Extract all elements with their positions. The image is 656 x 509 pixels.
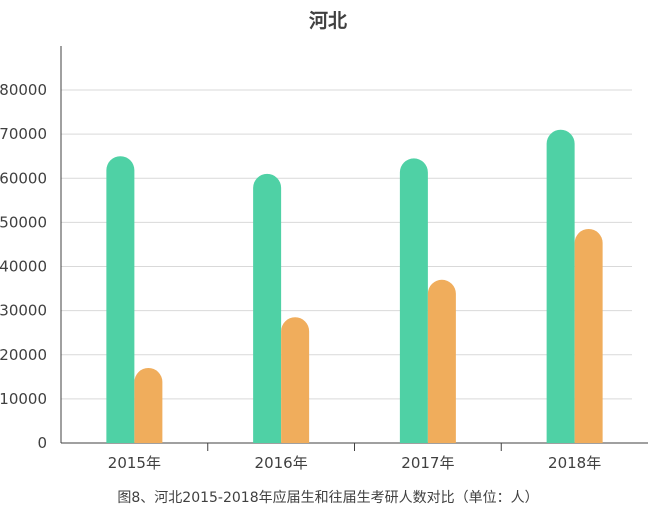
bars [106,129,603,444]
x-tick-label: 2017年 [401,454,454,472]
x-tick-label: 2015年 [108,454,161,472]
chart-title: 河北 [308,10,347,32]
bar-series-2-0 [134,367,163,443]
x-tick-label: 2018年 [548,454,601,472]
bar-series-1-2 [399,158,428,444]
bar-series-2-1 [281,317,310,443]
y-tick-label: 60000 [0,169,47,187]
bar-series-2-3 [574,228,603,443]
x-tick-label: 2016年 [255,454,308,472]
bar-series-1-1 [253,173,282,443]
bar-series-2-2 [427,279,456,443]
chart-caption: 图8、河北2015-2018年应届生和往届生考研人数对比（单位：人） [117,490,539,506]
y-tick-label: 20000 [0,346,47,364]
bar-series-1-0 [106,156,135,444]
y-tick-label: 10000 [0,390,47,408]
y-tick-label: 80000 [0,81,47,99]
y-tick-label: 70000 [0,125,47,143]
y-tick-label: 40000 [0,258,47,276]
grid-lines [61,89,632,400]
y-tick-label: 0 [37,434,47,452]
y-tick-label: 30000 [0,302,47,320]
bar-series-1-3 [546,129,575,443]
y-tick-label: 50000 [0,213,47,231]
tick-labels: 0 10000 20000 30000 40000 50000 60000 70000 8000… [0,81,601,472]
